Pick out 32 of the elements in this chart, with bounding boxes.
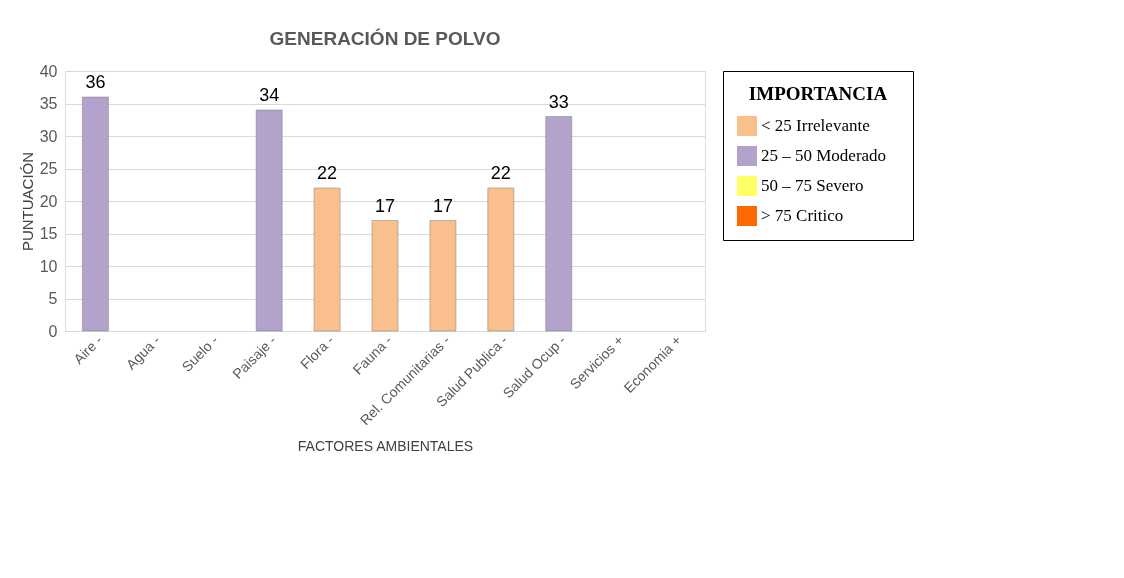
y-tick-label: 40 <box>39 62 58 80</box>
x-axis-title: FACTORES AMBIENTALES <box>297 438 474 455</box>
y-tick-label: 0 <box>48 322 58 340</box>
bar <box>371 220 399 332</box>
chart-title: GENERACIÓN DE POLVO <box>269 28 501 49</box>
bar <box>545 116 573 332</box>
bar <box>429 220 457 332</box>
legend-label: 50 – 75 Severo <box>761 176 864 195</box>
bar <box>487 187 515 332</box>
y-axis-title: PUNTUACIÓN <box>18 151 36 252</box>
y-tick-label: 35 <box>39 95 58 112</box>
y-tick-label: 10 <box>39 257 58 275</box>
legend-label: 25 – 50 Moderado <box>761 146 887 165</box>
data-label: 33 <box>548 91 569 112</box>
legend-label: > 75 Critico <box>761 206 844 225</box>
x-tick-label: Aire - <box>70 331 106 368</box>
data-label: 22 <box>317 163 338 183</box>
bar <box>255 109 283 332</box>
y-tick-label: 20 <box>39 192 58 210</box>
legend-label: < 25 Irrelevante <box>761 116 870 135</box>
bar <box>313 187 341 332</box>
y-tick-label: 30 <box>39 127 58 145</box>
data-label: 36 <box>85 72 106 92</box>
bar <box>82 96 109 332</box>
y-tick-label: 25 <box>39 160 58 177</box>
data-label: 17 <box>374 195 396 216</box>
y-tick-label: 5 <box>48 290 58 307</box>
data-label: 22 <box>490 163 511 183</box>
legend-title: IMPORTANCIA <box>748 83 888 104</box>
data-label: 17 <box>432 195 453 216</box>
data-label: 34 <box>259 85 280 105</box>
y-tick-label: 15 <box>39 225 58 242</box>
